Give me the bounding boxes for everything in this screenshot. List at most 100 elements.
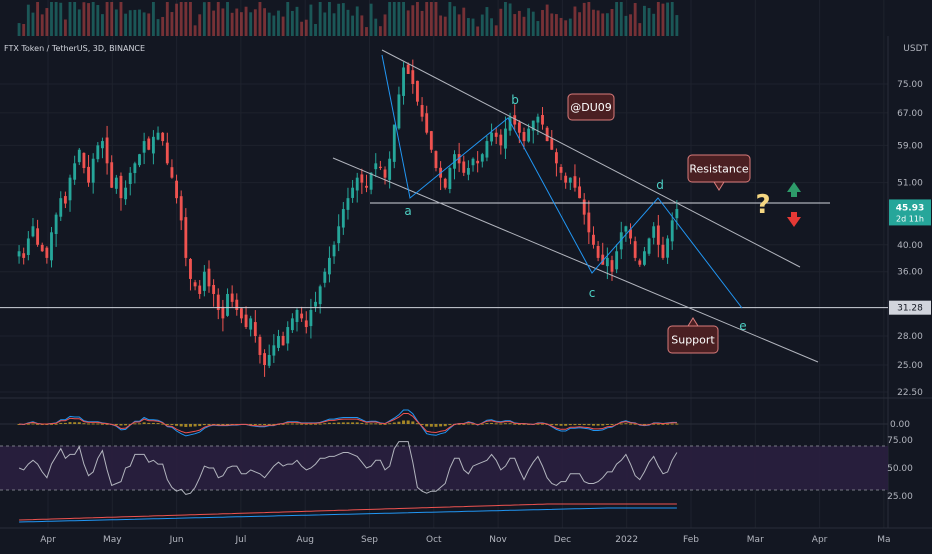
volume-bar	[82, 2, 86, 36]
volume-bar	[420, 10, 424, 36]
candle-body	[587, 212, 591, 233]
candle-body	[45, 247, 49, 258]
time-tick-label: Ma	[877, 535, 890, 545]
candle-body	[341, 209, 345, 228]
wave-label-d: d	[656, 178, 664, 192]
candle-body	[110, 162, 114, 188]
candle-body	[314, 301, 317, 307]
candle-body	[328, 257, 331, 275]
candle-body	[318, 286, 322, 305]
candle-body	[369, 172, 373, 190]
candle-body	[601, 254, 605, 265]
volume-bar	[346, 9, 350, 36]
candle-body	[198, 285, 202, 294]
macd-hist-bar	[105, 423, 109, 425]
volume-bar	[629, 14, 632, 37]
candle-body	[592, 234, 595, 245]
candle-body	[406, 64, 410, 74]
candle-body	[253, 322, 257, 337]
volume-bar	[59, 2, 63, 36]
volume-bar	[578, 12, 582, 36]
volume-bar	[96, 5, 100, 37]
macd-hist-bar	[314, 423, 318, 425]
volume-bar	[216, 2, 220, 36]
macd-hist-bar	[642, 424, 646, 425]
currency-label[interactable]: USDT	[903, 44, 928, 54]
candle-body	[457, 154, 461, 164]
macd-hist-bar	[170, 424, 174, 425]
macd-hist-bar	[675, 423, 679, 425]
macd-hist-bar	[332, 422, 336, 424]
volume-bar	[332, 13, 336, 36]
volume-bar	[281, 16, 285, 36]
candle-body	[374, 163, 378, 170]
macd-hist-bar	[508, 423, 512, 425]
price-tick-label: 40.00	[897, 241, 923, 251]
volume-bar	[202, 2, 206, 36]
macd-hist-bar	[610, 424, 614, 425]
candle-body	[124, 187, 128, 200]
macd-hist-bar	[147, 422, 151, 424]
macd-hist-bar	[601, 424, 605, 426]
macd-hist-bar	[554, 424, 558, 426]
macd-hist-bar	[378, 423, 382, 425]
volume-bar	[50, 2, 53, 36]
volume-bar	[601, 13, 605, 36]
support-callout-tail	[687, 317, 699, 327]
candle-body	[490, 132, 493, 142]
macd-hist-bar	[448, 424, 452, 426]
volume-bar	[277, 10, 280, 37]
macd-hist-bar	[633, 423, 637, 425]
volume-bar	[328, 2, 331, 36]
candle-body	[156, 132, 160, 140]
time-tick-label: 2022	[615, 535, 638, 545]
candle-body	[578, 186, 582, 199]
macd-hist-bar	[31, 423, 35, 425]
candle-body	[392, 124, 396, 162]
macd-hist-bar	[364, 423, 368, 425]
macd-hist-bar	[323, 423, 327, 425]
grid-layer	[0, 0, 932, 529]
candle-body	[388, 158, 392, 180]
price-tick-label: 51.00	[897, 179, 923, 189]
time-tick-label: Oct	[426, 535, 442, 545]
candle-body	[226, 293, 229, 316]
candle-body	[249, 318, 253, 330]
volume-bar	[587, 2, 591, 36]
macd-hist-bar	[96, 423, 100, 425]
volume-bar	[443, 16, 447, 36]
macd-hist-bar	[559, 424, 563, 426]
candle-body	[550, 138, 554, 150]
candle-body	[675, 209, 679, 219]
volume-bar	[309, 4, 313, 36]
macd-hist-bar	[383, 423, 387, 425]
volume-bar	[26, 4, 30, 37]
volume-bar	[406, 10, 410, 36]
candle-body	[59, 198, 63, 217]
volume-bar	[290, 10, 294, 36]
candle-body	[402, 67, 405, 96]
volume-bar	[416, 2, 419, 36]
candle-body	[286, 327, 290, 344]
volume-bar	[73, 2, 77, 36]
candle-body	[346, 198, 350, 210]
volume-bar	[388, 2, 392, 36]
volume-bar	[485, 7, 489, 37]
volume-bar	[318, 2, 322, 36]
volume-bar	[647, 8, 651, 36]
macd-hist-bar	[425, 424, 429, 427]
volume-bar	[161, 16, 165, 36]
macd-hist-bar	[503, 423, 507, 425]
volume-bar	[207, 2, 211, 36]
candle-body	[605, 257, 609, 267]
macd-hist-bar	[295, 423, 299, 425]
volume-bar	[179, 2, 183, 36]
candle-body	[383, 169, 387, 178]
volume-bar	[267, 12, 271, 36]
candle-body	[508, 116, 512, 131]
time-tick-label: Feb	[683, 535, 699, 545]
macd-hist-bar	[397, 421, 401, 424]
macd-hist-bar	[202, 424, 206, 426]
